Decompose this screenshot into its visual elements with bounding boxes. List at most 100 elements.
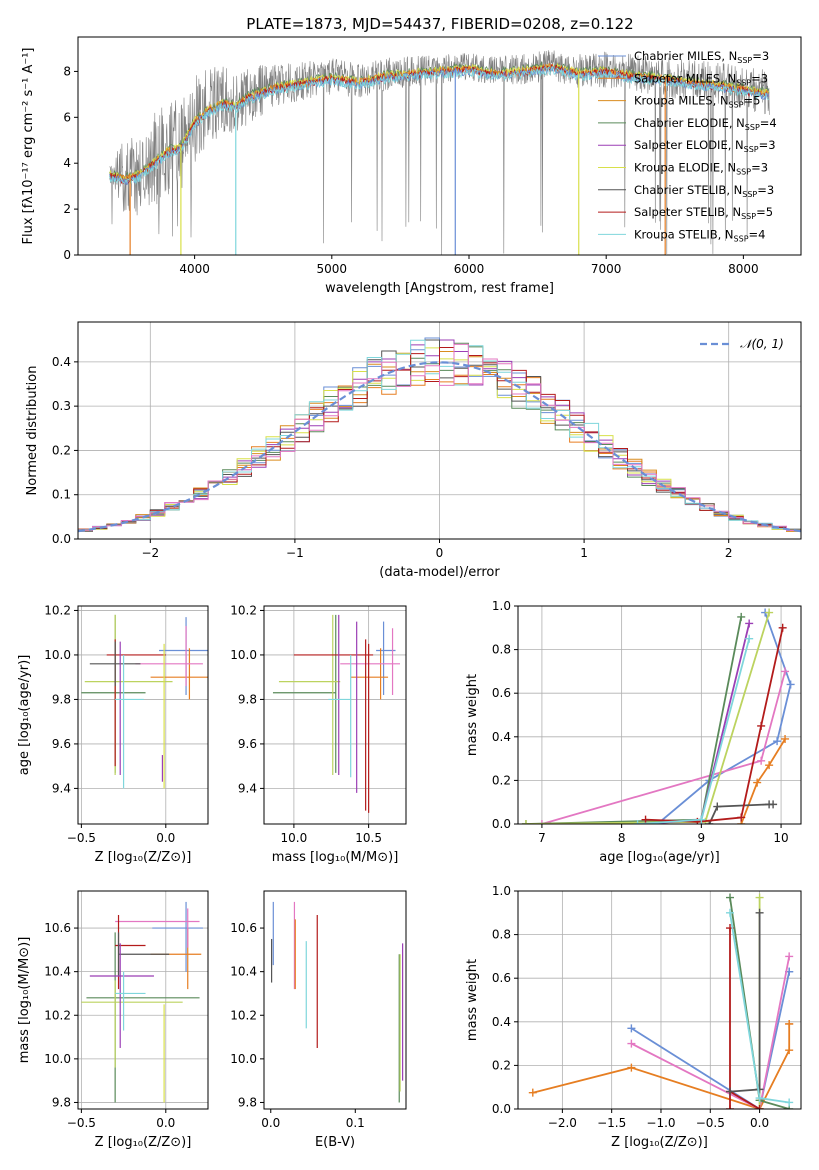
weight-line <box>630 956 791 1109</box>
legend-label: Kroupa ELODIE, NSSP=3 <box>634 161 768 177</box>
panel-spectrum: Chabrier MILES, NSSP=3 Salpeter MILES, NS… <box>21 36 802 296</box>
x-tick-label: −1 <box>286 546 304 560</box>
legend-label: Kroupa STELIB, NSSP=4 <box>634 227 765 243</box>
y-tick-label: 0.6 <box>492 686 511 700</box>
weight-marker <box>726 1105 735 1109</box>
y-tick-label: 10.0 <box>44 648 71 662</box>
weight-marker <box>713 802 722 811</box>
y-tick-label: 0.4 <box>492 730 511 744</box>
legend-label: Chabrier MILES, NSSP=3 <box>634 49 769 65</box>
x-tick-label: 0.0 <box>156 831 175 845</box>
weight-marker <box>773 737 782 746</box>
y-tick-label: 0.4 <box>52 355 71 369</box>
axes-frame <box>77 36 802 256</box>
weight-marker <box>528 1088 537 1097</box>
plot-area <box>521 608 795 824</box>
y-axis-label: Flux [fλ10⁻¹⁷ erg cm⁻² s⁻¹ A⁻¹] <box>21 48 36 245</box>
weight-marker <box>755 908 764 917</box>
x-axis-label: wavelength [Angstrom, rest frame] <box>325 281 554 296</box>
plot-area <box>271 901 404 1103</box>
axes-frame <box>517 605 802 825</box>
x-tick-label: 0.0 <box>750 1116 769 1130</box>
weight-marker <box>785 1046 794 1055</box>
x-tick-label: 0.1 <box>346 1116 365 1130</box>
y-tick-label: 9.8 <box>52 692 71 706</box>
x-tick-label: −0.5 <box>67 1116 96 1130</box>
y-tick-label: 0.0 <box>492 817 511 831</box>
weight-marker <box>785 952 794 961</box>
weight-line <box>729 928 761 1109</box>
weight-marker <box>726 908 735 917</box>
x-tick-label: −2.0 <box>548 1116 577 1130</box>
legend-label: 𝒩(0, 1) <box>740 337 784 351</box>
x-axis-label: Z [log₁₀(Z/Z⊙)] <box>95 850 192 865</box>
y-tick-label: 0.2 <box>492 1058 511 1072</box>
legend-label: Salpeter ELODIE, NSSP=3 <box>634 138 776 154</box>
y-tick-label: 1.0 <box>492 599 511 613</box>
y-tick-label: 9.6 <box>52 737 71 751</box>
plot-area <box>81 901 203 1103</box>
y-tick-label: 0.0 <box>52 532 71 546</box>
weight-marker <box>765 761 774 770</box>
panel-age_vs_mass: 10.0 10.5 9.4 9.6 9.8 10.0 10.2 mass [log₁₀(M/M… <box>230 603 407 865</box>
x-tick-label: 10.0 <box>281 831 308 845</box>
y-tick-label: 10.2 <box>44 603 71 617</box>
y-tick-label: 0.2 <box>52 443 71 457</box>
weight-marker <box>627 1039 636 1048</box>
legend-label: Chabrier STELIB, NSSP=3 <box>634 183 774 199</box>
weight-marker <box>537 820 546 824</box>
panel-age_vs_Z: −0.5 0.0 9.4 9.6 9.8 10.0 10.2 Z [log₁₀(Z/Z⊙)] a… <box>17 603 209 865</box>
weight-marker <box>785 1019 794 1028</box>
y-tick-label: 9.8 <box>238 692 257 706</box>
weight-marker <box>726 893 735 902</box>
weight-marker <box>521 820 530 824</box>
spectrum-model-kroupa_stelib <box>109 65 769 185</box>
weight-marker <box>757 721 766 730</box>
x-axis-label: age [log₁₀(age/yr)] <box>599 850 720 865</box>
y-tick-label: 8 <box>63 64 71 78</box>
x-tick-label: 0.0 <box>261 1116 280 1130</box>
panel-weight_vs_age: 7 8 9 10 0.0 0.2 0.4 0.6 0.8 1.0 age [log₁₀(age/yr… <box>465 599 802 865</box>
weight-marker <box>755 1105 764 1109</box>
y-tick-label: 9.8 <box>238 1095 257 1109</box>
x-tick-label: 9 <box>698 831 706 845</box>
x-tick-label: 1 <box>580 546 588 560</box>
y-axis-label: age [log₁₀(age/yr)] <box>17 655 32 776</box>
plot-area <box>272 614 401 813</box>
weight-marker <box>697 815 706 824</box>
x-tick-label: 0 <box>436 546 444 560</box>
panel-residuals: 𝒩(0, 1) −2 −1 0 1 2 0.0 0.1 0.2 0.3 0.4 (data-model… <box>25 321 802 580</box>
y-axis-label: mass weight <box>465 674 480 756</box>
legend-label: Salpeter STELIB, NSSP=5 <box>634 205 773 221</box>
spectrum-legend: Chabrier MILES, NSSP=3 Salpeter MILES, NS… <box>598 49 777 243</box>
x-axis-label: Z [log₁₀(Z/Z⊙)] <box>611 1135 708 1150</box>
x-tick-label: 10 <box>773 831 788 845</box>
y-tick-label: 10.4 <box>44 965 71 979</box>
y-tick-label: 0.6 <box>492 971 511 985</box>
panel-mass_vs_ebv: 0.0 0.1 9.8 10.0 10.2 10.4 10.6 E(B-V) <box>230 890 407 1150</box>
weight-marker <box>627 1063 636 1072</box>
x-tick-label: 10.5 <box>355 831 382 845</box>
x-tick-label: 8000 <box>728 262 759 276</box>
weight-marker <box>781 667 790 676</box>
weight-marker <box>726 1087 735 1096</box>
y-tick-label: 0.2 <box>492 773 511 787</box>
x-tick-label: −1.0 <box>646 1116 675 1130</box>
weight-marker <box>745 619 754 628</box>
axes-frame <box>517 890 802 1110</box>
axes-frame <box>77 605 209 825</box>
weight-marker <box>737 612 746 621</box>
y-tick-label: 9.6 <box>238 737 257 751</box>
x-axis-label: E(B-V) <box>315 1135 355 1150</box>
y-axis-label: mass weight <box>465 959 480 1041</box>
y-tick-label: 2 <box>63 202 71 216</box>
y-tick-label: 10.2 <box>230 603 257 617</box>
plot-area <box>81 614 208 789</box>
plot-area <box>109 50 770 255</box>
plot-area <box>528 893 794 1109</box>
y-tick-label: 10.2 <box>44 1008 71 1022</box>
x-tick-label: 6000 <box>454 262 485 276</box>
x-tick-label: 7000 <box>591 262 622 276</box>
legend-label: Kroupa MILES, NSSP=5 <box>634 94 760 110</box>
